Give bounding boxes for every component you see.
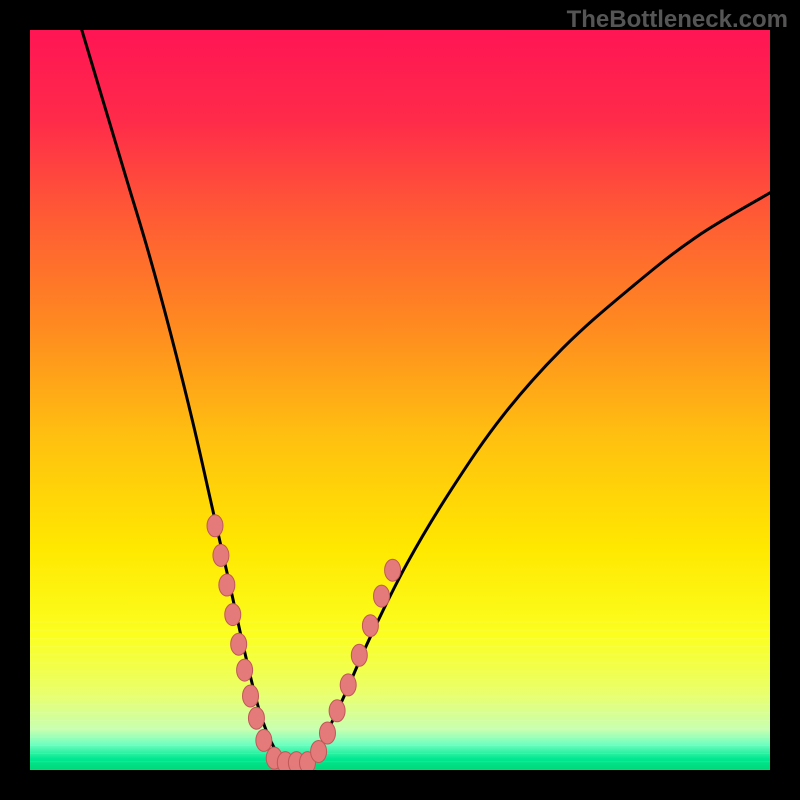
curve-marker (231, 633, 247, 655)
curve-marker (213, 544, 229, 566)
curve-marker (207, 515, 223, 537)
curve-marker (319, 722, 335, 744)
watermark-text: TheBottleneck.com (567, 6, 788, 34)
curve-marker (219, 574, 235, 596)
curve-marker (374, 585, 390, 607)
curve-marker (351, 644, 367, 666)
curve-marker (225, 604, 241, 626)
plot-area (30, 30, 770, 770)
curve-marker (311, 741, 327, 763)
curve-marker (340, 674, 356, 696)
curve-marker (237, 659, 253, 681)
curve-marker (385, 559, 401, 581)
curve-marker (362, 615, 378, 637)
curve-marker (243, 685, 259, 707)
curve-marker (329, 700, 345, 722)
gradient-background (30, 30, 770, 770)
plot-svg (30, 30, 770, 770)
curve-marker (248, 707, 264, 729)
curve-marker (256, 729, 272, 751)
